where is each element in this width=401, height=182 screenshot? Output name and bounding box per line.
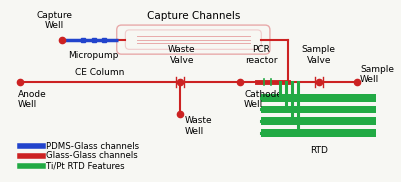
Text: CE Column: CE Column <box>75 68 124 77</box>
Text: Glass-Glass channels: Glass-Glass channels <box>46 151 137 161</box>
Text: PDMS-Glass channels: PDMS-Glass channels <box>46 142 139 151</box>
Text: Ti/Pt RTD Features: Ti/Pt RTD Features <box>46 161 124 170</box>
Bar <box>261 129 375 136</box>
Text: PCR
reactor: PCR reactor <box>245 46 277 65</box>
Bar <box>261 117 375 125</box>
Text: Capture
Well: Capture Well <box>36 11 72 30</box>
Text: Cathode
Well: Cathode Well <box>243 90 282 109</box>
Text: Waste
Valve: Waste Valve <box>168 46 195 65</box>
Text: Micropump: Micropump <box>69 51 119 60</box>
Text: Sample
Valve: Sample Valve <box>301 46 335 65</box>
Bar <box>261 94 375 102</box>
Text: Waste
Well: Waste Well <box>184 116 212 136</box>
Text: RTD: RTD <box>309 146 327 155</box>
Bar <box>261 106 375 113</box>
Text: Sample
Well: Sample Well <box>359 65 393 84</box>
Text: Anode
Well: Anode Well <box>18 90 47 109</box>
Text: Capture Channels: Capture Channels <box>146 11 239 21</box>
